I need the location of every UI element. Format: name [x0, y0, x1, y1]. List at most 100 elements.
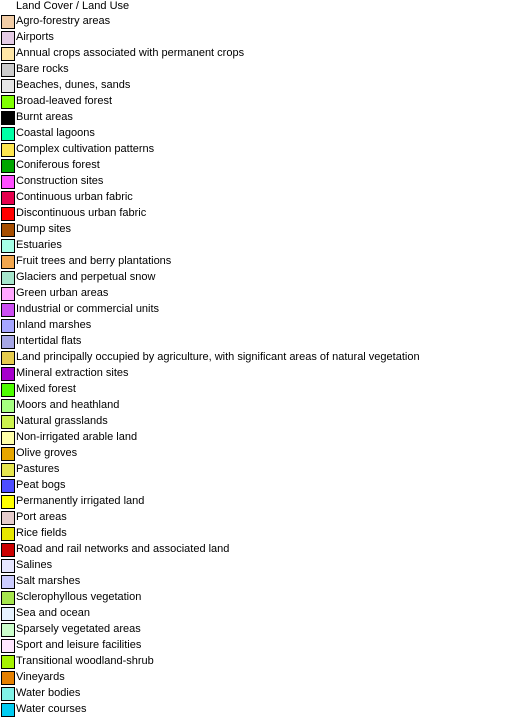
legend-label: Pastures	[16, 463, 60, 475]
legend-label: Construction sites	[16, 175, 104, 187]
legend-item: Peat bogs	[0, 478, 532, 494]
legend-item: Non-irrigated arable land	[0, 430, 532, 446]
legend-item: Inland marshes	[0, 318, 532, 334]
legend-item: Sea and ocean	[0, 606, 532, 622]
legend-item: Salines	[0, 558, 532, 574]
legend-label: Road and rail networks and associated la…	[16, 543, 230, 555]
legend-swatch	[1, 271, 15, 285]
legend-swatch	[1, 607, 15, 621]
legend-item: Sport and leisure facilities	[0, 638, 532, 654]
legend-item: Water bodies	[0, 686, 532, 702]
legend-label: Coastal lagoons	[16, 127, 95, 139]
legend-swatch	[1, 559, 15, 573]
legend-swatch	[1, 703, 15, 717]
legend-label: Burnt areas	[16, 111, 73, 123]
legend-swatch	[1, 447, 15, 461]
legend-item: Permanently irrigated land	[0, 494, 532, 510]
legend-item: Mineral extraction sites	[0, 366, 532, 382]
legend-item: Estuaries	[0, 238, 532, 254]
legend-swatch	[1, 687, 15, 701]
legend-label: Mineral extraction sites	[16, 367, 129, 379]
legend-item: Industrial or commercial units	[0, 302, 532, 318]
legend-title: Land Cover / Land Use	[16, 0, 130, 12]
legend-item: Transitional woodland-shrub	[0, 654, 532, 670]
legend-swatch	[1, 367, 15, 381]
legend-item: Dump sites	[0, 222, 532, 238]
legend-swatch	[1, 543, 15, 557]
legend-label: Olive groves	[16, 447, 78, 459]
legend-swatch	[1, 511, 15, 525]
legend-label: Salt marshes	[16, 575, 81, 587]
legend-label: Green urban areas	[16, 287, 109, 299]
legend-item: Airports	[0, 30, 532, 46]
legend-swatch	[1, 399, 15, 413]
legend-label: Rice fields	[16, 527, 67, 539]
legend-item: Annual crops associated with permanent c…	[0, 46, 532, 62]
legend-item: Olive groves	[0, 446, 532, 462]
legend-swatch	[1, 383, 15, 397]
legend-item: Beaches, dunes, sands	[0, 78, 532, 94]
legend-label: Land principally occupied by agriculture…	[16, 351, 420, 363]
legend-label: Intertidal flats	[16, 335, 82, 347]
legend-item: Land principally occupied by agriculture…	[0, 350, 532, 366]
legend-label: Moors and heathland	[16, 399, 120, 411]
legend-swatch	[1, 431, 15, 445]
legend-label: Discontinuous urban fabric	[16, 207, 147, 219]
legend-swatch	[1, 143, 15, 157]
legend-swatch	[1, 495, 15, 509]
legend-swatch	[1, 319, 15, 333]
legend-swatch	[1, 591, 15, 605]
legend-item: Pastures	[0, 462, 532, 478]
legend-item: Green urban areas	[0, 286, 532, 302]
legend-label: Mixed forest	[16, 383, 76, 395]
legend-label: Peat bogs	[16, 479, 66, 491]
legend-item: Sparsely vegetated areas	[0, 622, 532, 638]
legend-label: Broad-leaved forest	[16, 95, 112, 107]
legend-label: Non-irrigated arable land	[16, 431, 138, 443]
legend-swatch	[1, 527, 15, 541]
legend-label: Vineyards	[16, 671, 65, 683]
legend-swatch	[1, 63, 15, 77]
legend-item: Broad-leaved forest	[0, 94, 532, 110]
legend-swatch	[1, 111, 15, 125]
legend-label: Sea and ocean	[16, 607, 91, 619]
legend-item: Sclerophyllous vegetation	[0, 590, 532, 606]
legend-item: Coastal lagoons	[0, 126, 532, 142]
legend-swatch	[1, 127, 15, 141]
legend-item: Mixed forest	[0, 382, 532, 398]
legend-swatch	[1, 479, 15, 493]
legend-label: Water bodies	[16, 687, 81, 699]
legend-swatch	[1, 351, 15, 365]
legend-item: Burnt areas	[0, 110, 532, 126]
legend-item: Natural grasslands	[0, 414, 532, 430]
legend-swatch	[1, 191, 15, 205]
legend-swatch	[1, 239, 15, 253]
legend-item: Salt marshes	[0, 574, 532, 590]
legend-label: Dump sites	[16, 223, 72, 235]
legend-label: Permanently irrigated land	[16, 495, 145, 507]
legend-swatch	[1, 671, 15, 685]
legend-label: Inland marshes	[16, 319, 92, 331]
legend-item: Construction sites	[0, 174, 532, 190]
legend-label: Water courses	[16, 703, 87, 715]
legend-swatch	[1, 463, 15, 477]
legend-item: Vineyards	[0, 670, 532, 686]
legend-item: Moors and heathland	[0, 398, 532, 414]
legend-label: Salines	[16, 559, 53, 571]
legend-item: Bare rocks	[0, 62, 532, 78]
legend-label: Transitional woodland-shrub	[16, 655, 154, 667]
legend-item: Discontinuous urban fabric	[0, 206, 532, 222]
legend-label: Natural grasslands	[16, 415, 108, 427]
legend-swatch	[1, 335, 15, 349]
legend-swatch	[1, 175, 15, 189]
legend-label: Sparsely vegetated areas	[16, 623, 141, 635]
legend-item: Agro-forestry areas	[0, 14, 532, 30]
legend-label: Continuous urban fabric	[16, 191, 133, 203]
legend-label: Port areas	[16, 511, 67, 523]
legend-item: Continuous urban fabric	[0, 190, 532, 206]
legend-label: Annual crops associated with permanent c…	[16, 47, 245, 59]
legend-label: Estuaries	[16, 239, 62, 251]
legend-swatch	[1, 15, 15, 29]
legend-item: Rice fields	[0, 526, 532, 542]
legend-swatch	[1, 623, 15, 637]
